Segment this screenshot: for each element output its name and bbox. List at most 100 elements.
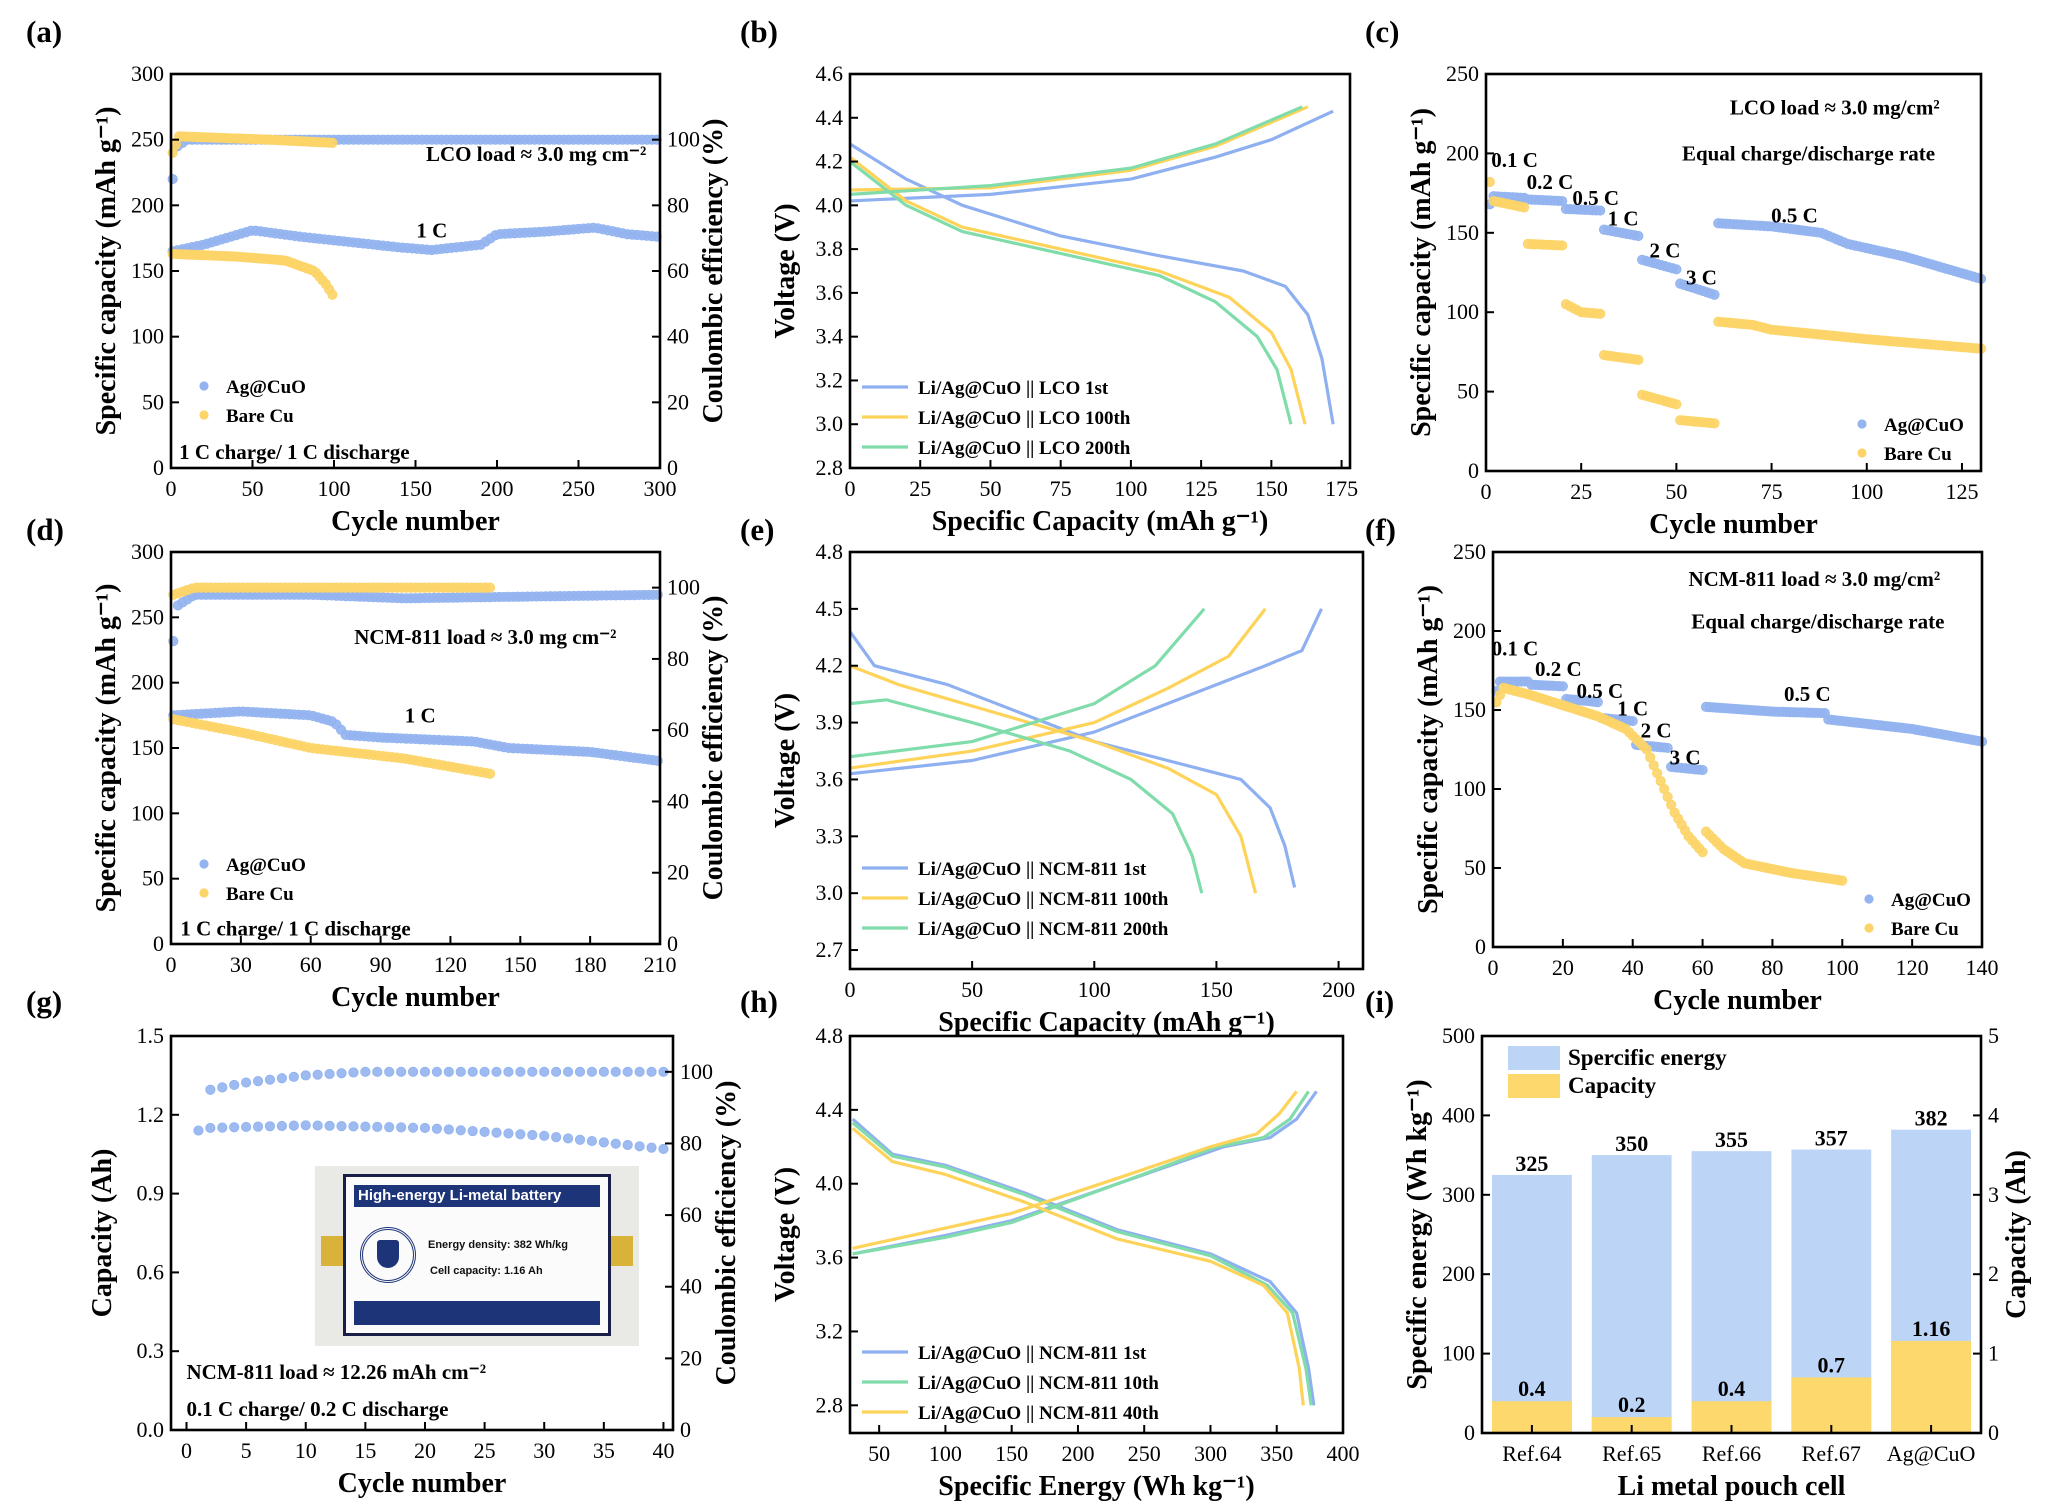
y-tick-label: 250 [1446,61,1479,86]
plot-area [851,1090,1318,1406]
y2-tick-label: 20 [680,1345,702,1370]
data-point [515,1066,526,1077]
x-tick-label: 50 [1665,479,1687,504]
y-tick-label: 0 [153,931,164,956]
data-point [479,1126,490,1137]
capacity-value-label: 0.7 [1818,1352,1846,1377]
series-line [849,664,1258,894]
y2-axis-title: Coulombic efficiency (%) [698,596,729,901]
legend-label: Ag@CuO [1884,415,1964,436]
x-tick-label: 25 [474,1438,496,1463]
x-tick-label: 150 [399,476,432,501]
capacity-value-label: 1.16 [1912,1316,1951,1341]
x-tick-label: 75 [1761,479,1783,504]
data-point [360,1066,371,1077]
y-tick-label: 2.8 [816,455,844,480]
y2-tick-label: 1 [1988,1341,1999,1366]
y-tick-label: 1.2 [137,1102,165,1127]
data-point [407,1066,419,1077]
legend-label: Li/Ag@CuO || NCM-811 200th [918,919,1169,940]
data-point [348,1067,359,1078]
data-point [241,1077,252,1088]
data-point [217,1082,228,1093]
x-tick-label: 200 [1061,1441,1094,1466]
data-point [574,1066,586,1077]
y-tick-label: 0.9 [137,1181,165,1206]
y-tick-label: 100 [131,800,164,825]
data-point [384,1122,395,1133]
y-tick-label: 1.5 [137,1023,165,1048]
energy-value-label: 357 [1815,1126,1848,1151]
x-tick-label: 180 [574,952,607,977]
panel-label: (a) [26,14,62,49]
y2-tick-label: 5 [1988,1023,1999,1048]
x-tick-label: 0 [845,476,856,501]
y-tick-label: 250 [1453,539,1486,564]
data-point [205,1084,216,1095]
data-point [1592,697,1603,708]
data-point [622,1066,633,1077]
legend-label: Li/Ag@CuO || NCM-811 1st [918,1343,1147,1364]
legend-label: Li/Ag@CuO || LCO 1st [918,378,1109,399]
data-point [336,1120,347,1132]
x-tick-label: 350 [1260,1441,1293,1466]
y-tick-label: 150 [131,735,164,760]
x-tick-label: 0 [845,977,856,1002]
data-point [419,1066,431,1077]
data-point [455,1125,466,1136]
data-point [431,1066,443,1077]
x-tick-label: 30 [533,1438,555,1463]
panel-label: (g) [26,984,62,1019]
y-tick-label: 200 [1442,1261,1475,1286]
x-tick-label: 20 [1552,955,1574,980]
x-tick-label: 120 [434,952,467,977]
data-point [348,1121,359,1132]
data-point [1662,742,1673,754]
y-axis-title: Specific capacity (mAh g⁻¹) [1413,585,1444,914]
y-tick-label: 100 [1442,1341,1475,1366]
series-line [849,698,1204,894]
axes-frame [848,550,1365,971]
pouch-cell-photo-inset: High-energy Li-metal battery Energy dens… [315,1166,639,1346]
y2-axis-title: Capacity (Ah) [2001,1150,2032,1319]
annotation: 0.2 C [1527,170,1574,194]
data-point [327,137,338,148]
data-point [384,1066,395,1077]
data-point [491,1066,502,1077]
y2-tick-label: 100 [667,575,700,600]
data-point [1633,354,1644,365]
y-tick-label: 4.0 [816,192,844,217]
y-axis-title: Voltage (V) [770,693,801,828]
data-point [539,1066,550,1077]
data-point [443,1066,454,1077]
x-tick-label: 210 [644,952,677,977]
x-tick-label: Ref.66 [1702,1441,1761,1466]
data-point [598,1137,609,1148]
x-tick-label: 50 [961,977,983,1002]
legend: Li/Ag@CuO || NCM-811 1st Li/Ag@CuO || NCM… [862,1343,1159,1424]
data-point [396,1066,407,1077]
panel-label: (e) [740,512,774,547]
legend: Li/Ag@CuO || LCO 1st Li/Ag@CuO || LCO 100… [862,378,1131,459]
y-tick-label: 100 [1446,299,1479,324]
data-point [562,1133,574,1144]
series-line [851,1117,1316,1406]
legend-label: Ag@CuO [226,855,306,876]
y2-tick-label: 40 [667,788,689,813]
data-point [551,1066,562,1077]
data-point [1557,681,1568,692]
data-point [1709,418,1720,429]
panel-label: (h) [740,984,778,1019]
data-point [324,1068,335,1080]
capacity-value-label: 0.2 [1618,1392,1646,1417]
energy-value-label: 382 [1915,1106,1948,1131]
annotation: NCM-811 load ≈ 3.0 mg/cm² [1688,567,1940,591]
y-tick-label: 100 [1453,776,1486,801]
x-tick-label: 75 [1050,476,1072,501]
x-tick-label: 125 [1945,479,1978,504]
data-point [336,1068,347,1079]
data-point [503,1128,514,1139]
x-tick-label: 0 [166,952,177,977]
panel-i: (i)3250.43500.23550.43570.73821.16Ref.64… [1365,984,2032,1502]
y2-tick-label: 20 [667,860,689,885]
